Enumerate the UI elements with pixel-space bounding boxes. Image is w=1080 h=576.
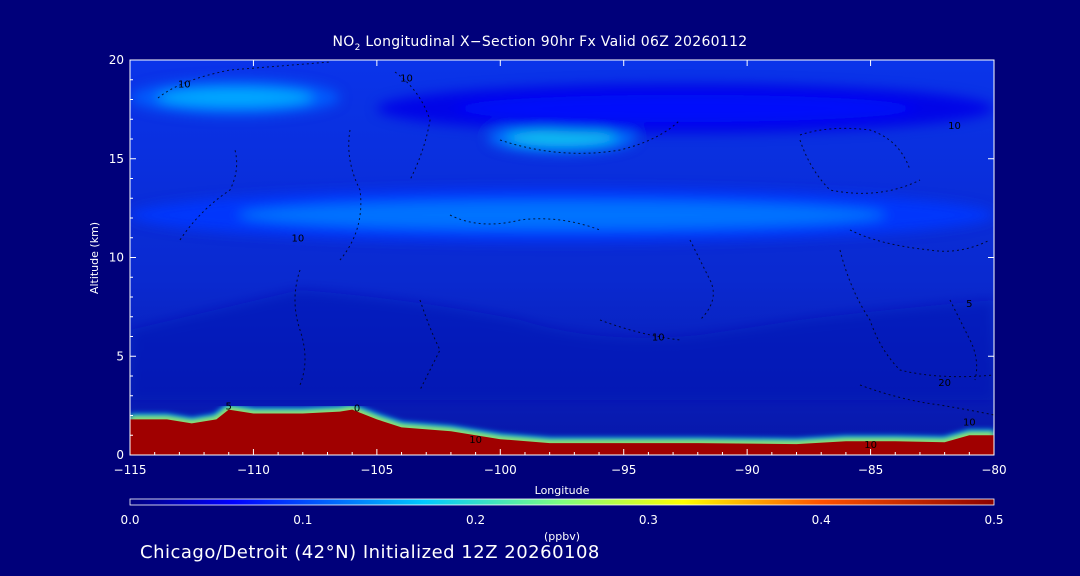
contour-label: 10: [652, 332, 665, 343]
concentration-band-core: [156, 87, 314, 108]
contour-label: 10: [178, 80, 191, 91]
x-axis: −115 −110 −105 −100 −95 −90 −85 −80: [114, 60, 1007, 477]
concentration-band-core: [238, 200, 886, 230]
x-tick-label: −90: [734, 463, 759, 477]
colorbar-ticks: 0.0 0.1 0.2 0.3 0.4 0.5: [120, 513, 1003, 527]
colorbar-tick-label: 0.0: [120, 513, 139, 527]
contour-label: 10: [864, 440, 877, 451]
contour-label: 10: [963, 417, 976, 428]
contour-label: 20: [938, 378, 951, 389]
contour-label: 5: [966, 299, 972, 310]
concentration-bands: [130, 79, 994, 242]
contour-label: 10: [948, 121, 961, 132]
contour-label: 0: [354, 404, 360, 415]
y-tick-label: 0: [116, 448, 124, 462]
footer-caption: Chicago/Detroit (42°N) Initialized 12Z 2…: [140, 542, 600, 563]
contour-lines: [157, 61, 994, 416]
colorbar-label: (ppbv): [544, 530, 580, 543]
concentration-band-core: [506, 129, 618, 147]
contour-labels: 10 10 10 10 10 10 10 10 20 5 5 0: [178, 74, 976, 451]
colorbar-tick-label: 0.4: [812, 513, 831, 527]
colorbar-tick-label: 0.1: [293, 513, 312, 527]
colorbar-tick-label: 0.3: [639, 513, 658, 527]
chart-title: NO2 Longitudinal X−Section 90hr Fx Valid…: [332, 34, 748, 53]
y-tick-label: 20: [109, 53, 124, 67]
y-axis: 0 5 10 15 20: [109, 53, 994, 462]
y-tick-label: 10: [109, 251, 124, 265]
x-tick-label: −80: [981, 463, 1006, 477]
y-tick-label: 5: [116, 349, 124, 363]
concentration-band-core: [454, 94, 917, 122]
colorbar-tick-label: 0.5: [984, 513, 1003, 527]
contour-label: 10: [400, 74, 413, 85]
x-tick-label: −110: [237, 463, 270, 477]
contour-label: 10: [469, 435, 482, 446]
x-tick-label: −95: [611, 463, 636, 477]
x-tick-label: −85: [858, 463, 883, 477]
x-tick-label: −100: [484, 463, 517, 477]
colorbar-tick-label: 0.2: [466, 513, 485, 527]
y-axis-label: Altitude (km): [88, 222, 101, 294]
contour-label: 5: [226, 402, 232, 413]
terrain-surface: [130, 409, 994, 455]
x-tick-label: −115: [114, 463, 147, 477]
contour-label: 10: [291, 234, 304, 245]
y-tick-label: 15: [109, 152, 124, 166]
colorbar: [129, 498, 995, 506]
x-axis-label: Longitude: [535, 484, 590, 497]
x-tick-label: −105: [360, 463, 393, 477]
low-concentration-regions: [130, 290, 994, 400]
